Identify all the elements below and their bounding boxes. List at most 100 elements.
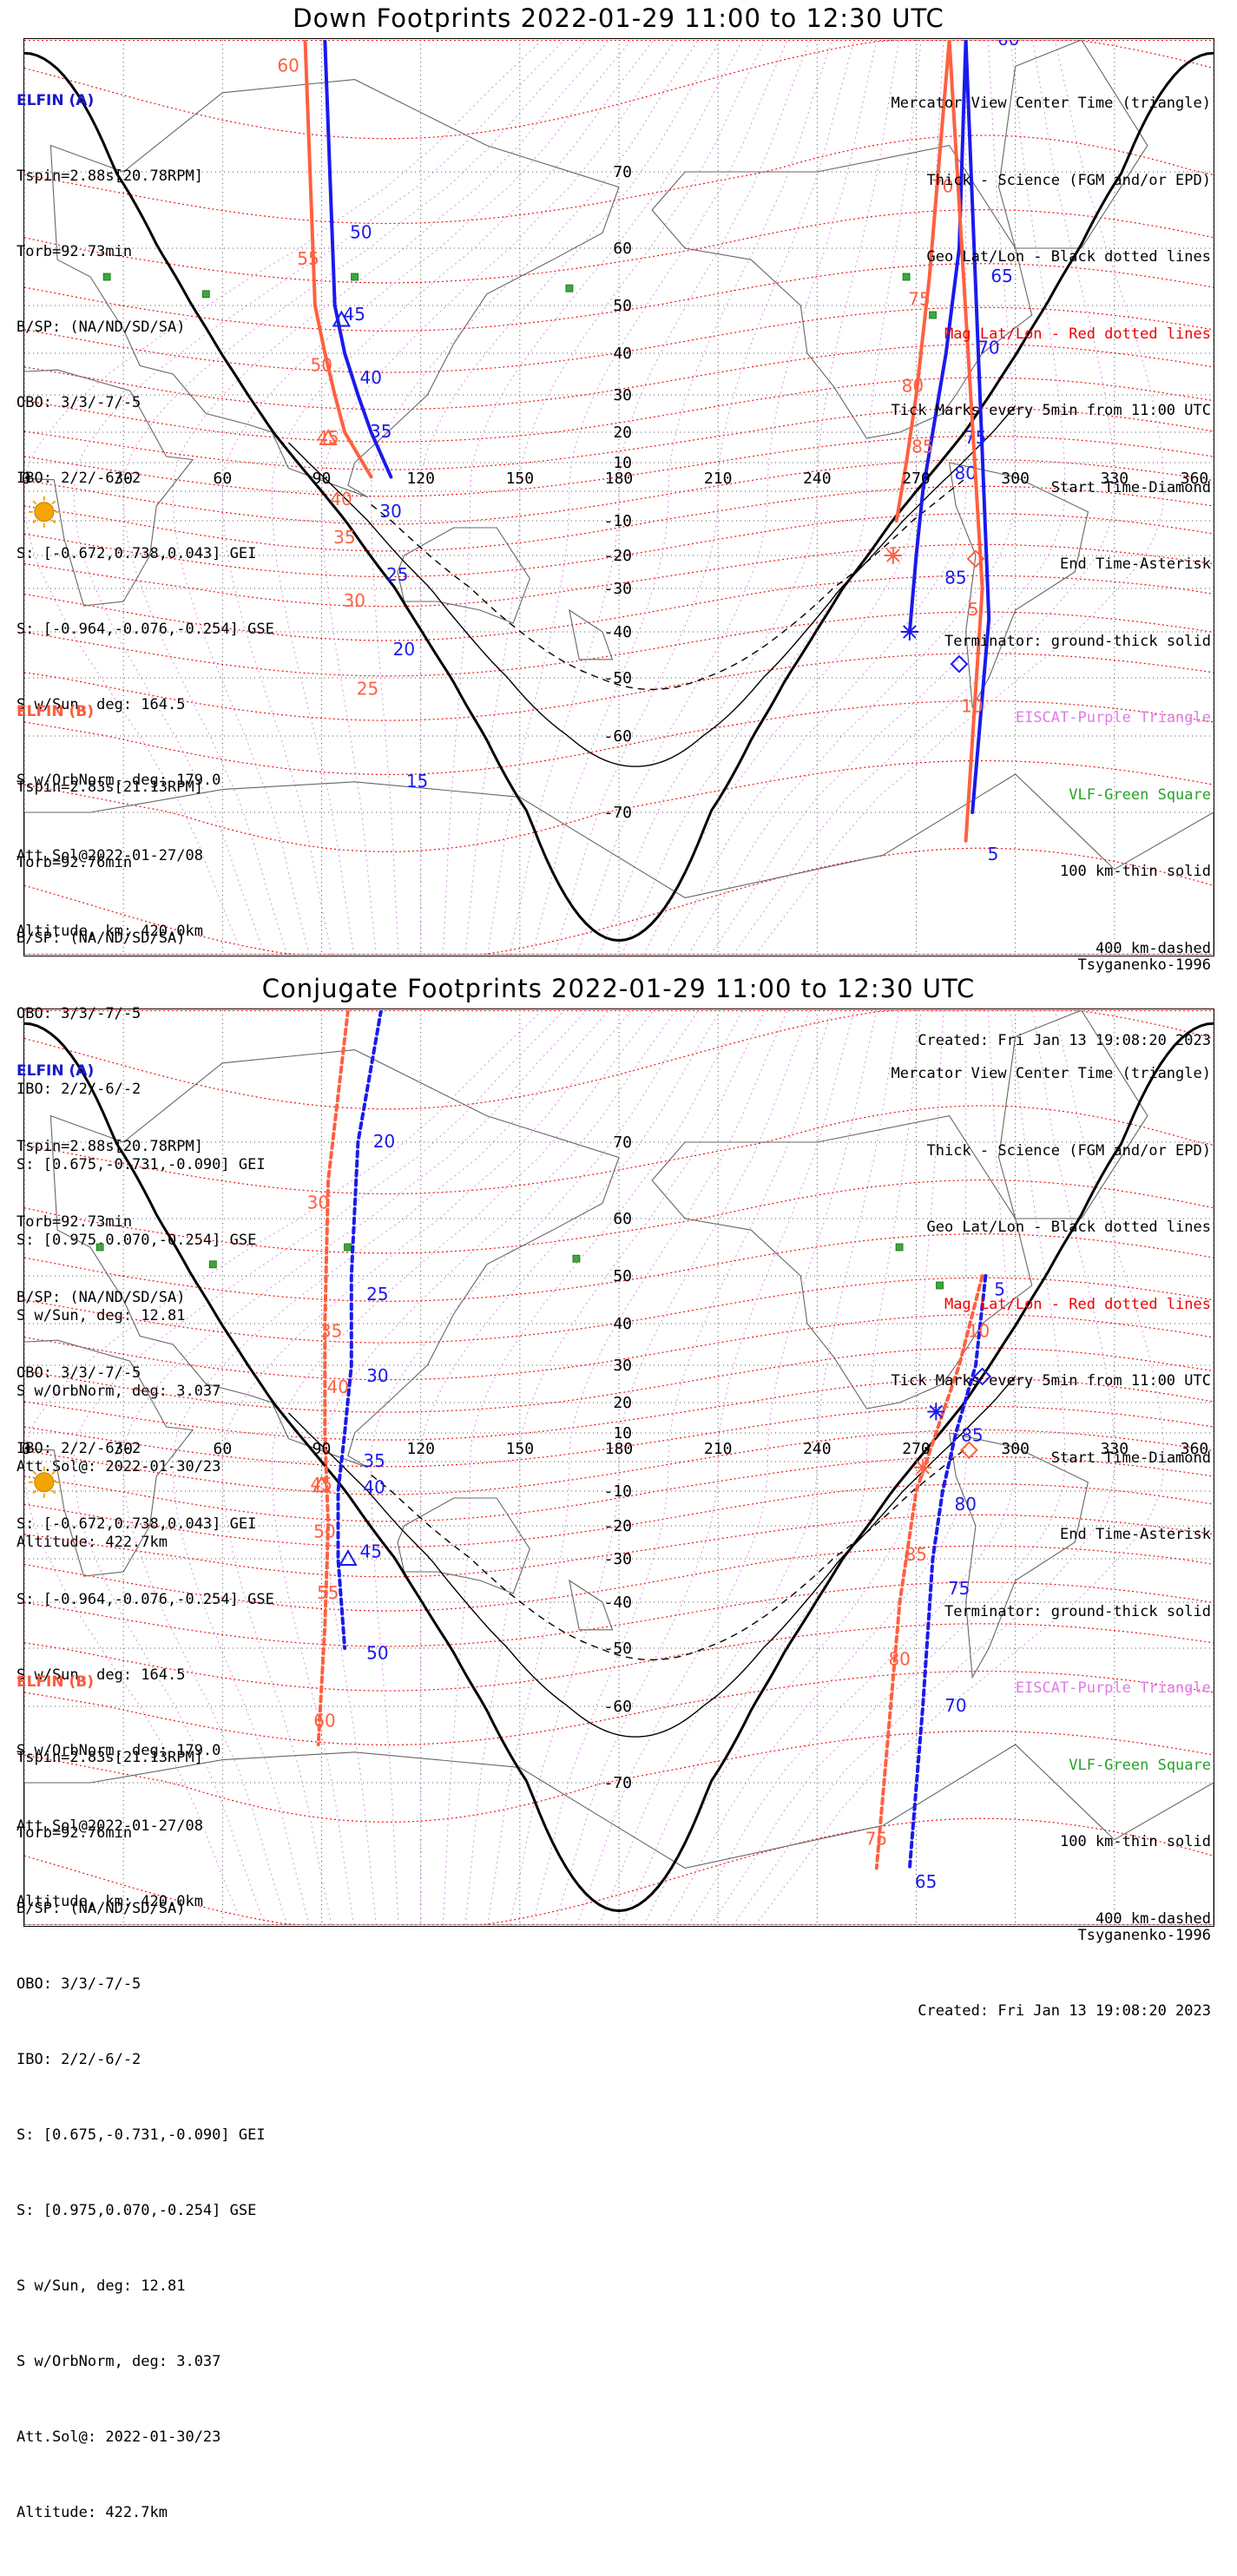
legend-item: Start Time-Diamond [1050,478,1211,496]
elfin-a-line: Tspin=2.88s[20.78RPM] [16,168,203,185]
vlf-square [102,273,111,281]
lat-tick-label: -10 [603,1482,632,1501]
view-center-triangle [319,428,338,445]
end-asterisk [929,1404,944,1419]
elfin-a-tick-label: 70 [944,1695,966,1716]
legend-item: Thick - Science (FGM and/or EPD) [926,171,1211,189]
lat-tick-label: -50 [603,1640,632,1658]
mag-meridian [221,40,632,955]
mag-meridian [732,1010,1115,1925]
lon-tick-label: 300 [1001,470,1030,488]
elfin-b-tick-label: 5 [968,599,979,620]
elfin-b-line: S w/Sun, deg: 12.81 [16,2277,186,2295]
elfin-b-track [303,40,373,479]
lon-tick-label: 210 [704,470,733,488]
elfin-a-line: S: [-0.672,0.738,0.043] GEI [16,1515,257,1533]
elfin-b-header: ELFIN (B) [16,1673,95,1691]
elfin-a-line: Altitude, km: 420.0km [16,1893,203,1910]
mag-meridian [576,40,878,955]
mag-meridian [320,40,677,955]
elfin-b-tick-label: 10 [968,1321,990,1342]
vlf-square [351,273,359,281]
mag-meridian [554,40,855,955]
mag-parallel [24,1817,1214,1925]
terminator-ground [221,51,1214,943]
lon-tick-label: 120 [406,1440,435,1458]
mag-meridian [221,1010,632,1925]
mag-meridian [754,1010,1165,1925]
lat-tick-label: -40 [603,623,632,641]
legend-item: Mag Lat/Lon - Red dotted lines [944,1295,1211,1313]
mag-parallel [24,653,1214,721]
continent-outline [998,1010,1148,1219]
sun-ray [32,519,37,524]
legend-item: Mag Lat/Lon - Red dotted lines [944,325,1211,343]
elfin-a-tick-label: 40 [363,1477,385,1498]
elfin-a-info: ELFIN (A) Tspin=2.88s[20.78RPM] Torb=92.… [16,1009,274,1965]
plot-area: 2025303540455058580757065303540455055601… [24,1010,1214,1925]
elfin-b-line: OBO: 3/3/-7/-5 [16,1005,141,1022]
elfin-b-line: B/SP: (NA/ND/SD/SA) [16,930,186,947]
legend-item: Tick Marks every 5min from 11:00 UTC [891,1372,1211,1390]
elfin-b-line: S: [0.675,-0.731,-0.090] GEI [16,2126,266,2144]
lat-tick-label: 20 [613,424,632,442]
view-center-triangle [339,1548,358,1566]
panel-title: Conjugate Footprints 2022-01-29 11:00 to… [261,974,976,1003]
elfin-a-line: Att.Sol@2022-01-27/08 [16,847,203,864]
elfin-a-line: Altitude, km: 420.0km [16,923,203,940]
continent-outline [998,40,1148,249]
lon-tick-label: 0 [22,470,31,488]
mag-parallel [24,611,1214,677]
continent-outline [651,1114,1033,1410]
mag-parallel [24,1277,1214,1344]
mag-meridian [621,1010,922,1925]
elfin-b-tick-label: 75 [908,288,930,309]
mag-parallel [24,485,1214,552]
legend-item: 100 km-thin solid [1060,863,1211,880]
terminator-100km [287,1376,1017,1738]
plot-area: 5045403530252015858075706560560555045403… [24,40,1214,955]
terminator-100km [287,405,1017,767]
elfin-a-line: S w/Sun, deg: 164.5 [16,696,186,713]
continent-outline [49,1049,620,1469]
lat-tick-label: 10 [613,454,632,472]
elfin-a-tick-label: 30 [366,1365,388,1386]
elfin-b-tick-label: 30 [307,1192,329,1212]
elfin-b-line: Tspin=2.83s[21.13RPM] [16,1749,203,1766]
end-asterisk [886,549,900,562]
lat-tick-label: 40 [613,345,632,363]
elfin-a-tick-label: 25 [366,1284,388,1304]
lon-tick-label: 180 [605,1440,634,1458]
elfin-b-tick-label: 70 [931,176,953,197]
mag-meridian [576,1010,878,1925]
mag-parallel [24,377,1214,443]
mag-meridian [73,40,565,955]
mag-meridian [271,1010,655,1925]
end-asterisk [916,1461,930,1475]
elfin-b-tick-label: 55 [297,248,319,269]
mag-meridian [598,1010,899,1925]
mag-meridian [710,1010,1066,1925]
mag-parallel [24,407,1214,470]
mag-parallel [24,543,1214,608]
elfin-b-tick-label: 35 [333,527,355,548]
legend-item: Mercator View Center Time (triangle) [891,1065,1211,1082]
mag-parallel [24,1377,1214,1441]
sun-icon [34,1472,55,1493]
elfin-a-line: OBO: 3/3/-7/-5 [16,394,141,411]
elfin-a-tick-label: 85 [944,568,966,588]
lon-tick-label: 210 [704,1440,733,1458]
mag-parallel [24,1314,1214,1381]
mag-parallel [24,1179,1214,1254]
plot-frame [23,1009,1214,1927]
elfin-a-tick-label: 5 [994,1279,1005,1300]
elfin-b-line: Att.Sol@: 2022-01-30/23 [16,1458,221,1475]
elfin-b-tick-label: 85 [911,437,933,457]
mag-parallel [24,1233,1214,1302]
sun-ray [32,1489,37,1495]
legend-item: EISCAT-Purple Triangle [1015,709,1211,726]
legend-item: Terminator: ground-thick solid [944,1602,1211,1620]
sun-ray [32,1470,37,1475]
continent-outline [651,144,1033,439]
lat-tick-label: 60 [613,1210,632,1228]
